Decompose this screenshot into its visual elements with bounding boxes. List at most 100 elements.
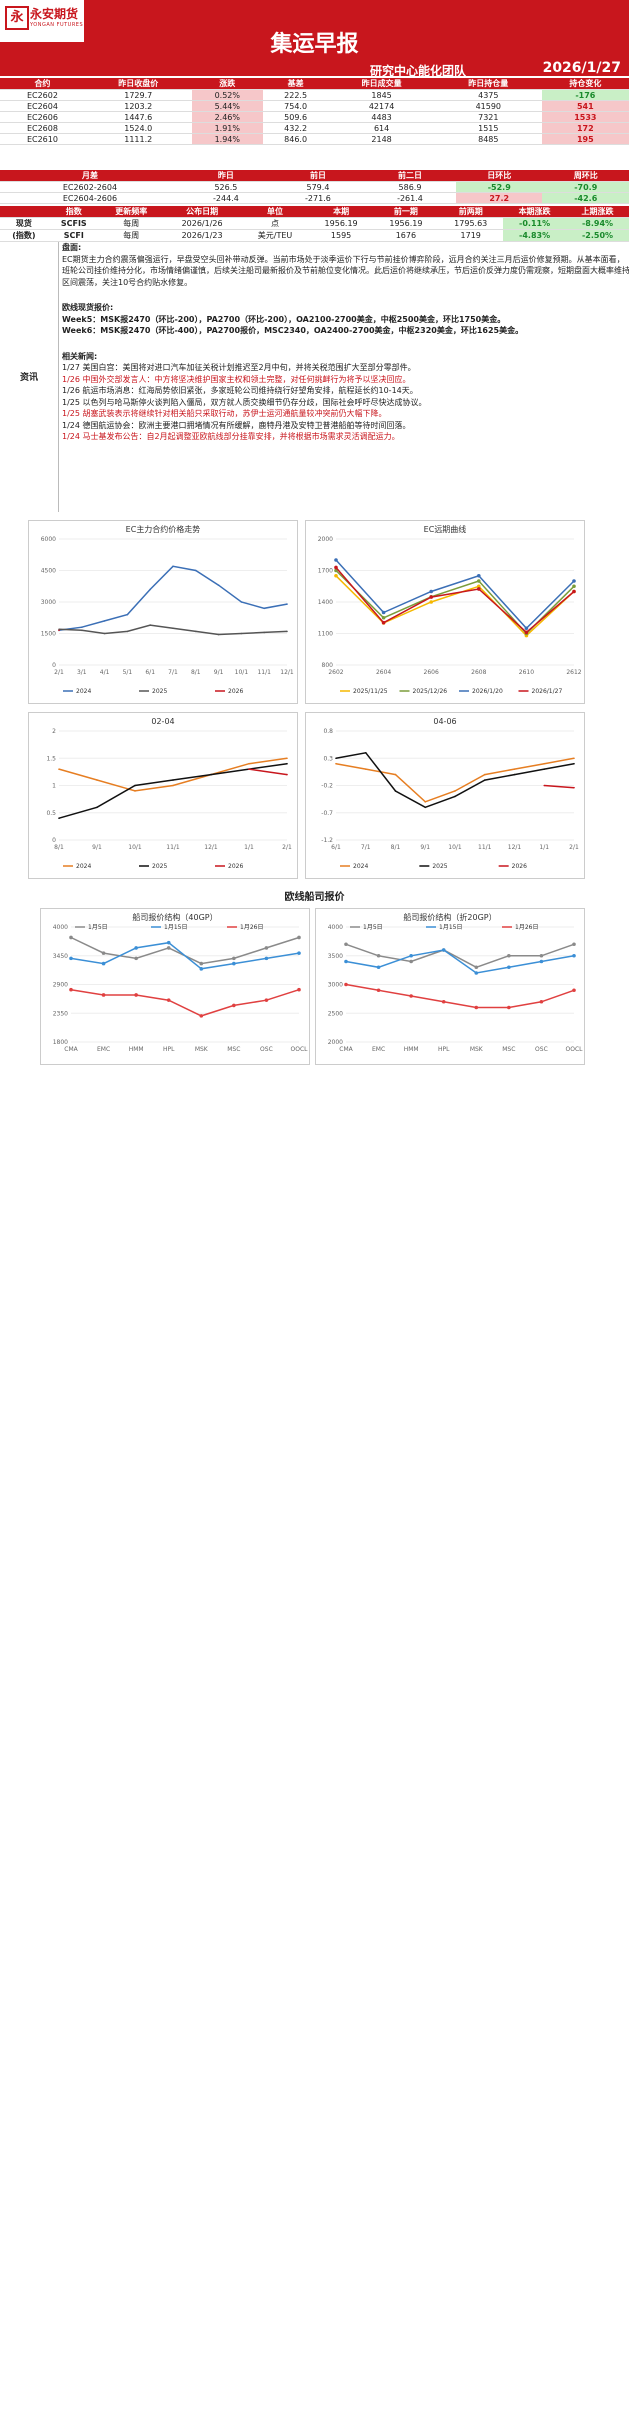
data-point: [429, 595, 433, 599]
y-tick-label: 2: [52, 728, 56, 735]
data-point: [344, 942, 348, 947]
futures-table: 合约 昨日收盘价 涨跌 基差 昨日成交量 昨日持仓量 持仓变化 EC2602 1729.7 0.5…: [0, 78, 629, 145]
data-point: [539, 953, 544, 958]
legend-label: 1月5日: [88, 924, 108, 931]
x-tick-label: OSC: [535, 1046, 548, 1053]
table-cell: 195: [541, 133, 629, 145]
data-point: [166, 998, 171, 1002]
series-line: [335, 575, 575, 637]
table-cell: 846.0: [262, 133, 329, 145]
x-tick-label: 12/1: [280, 669, 294, 676]
data-point: [134, 993, 138, 997]
column-header: 前两期: [438, 206, 504, 218]
data-point: [572, 953, 576, 958]
x-tick-label: 10/1: [235, 669, 249, 676]
x-tick-label: EMC: [97, 1046, 110, 1053]
table-cell: 222.5: [262, 89, 329, 101]
table-row: EC2604 1203.2 5.44% 754.0 42174 41590 541: [0, 100, 629, 112]
table-row: EC2602-2604 526.5 579.4 586.9 -52.9 -70.9: [0, 181, 629, 193]
x-tick-label: OSC: [260, 1046, 273, 1053]
table-cell: -261.4: [363, 192, 456, 204]
table-cell: EC2602-2604: [0, 181, 180, 193]
data-point: [286, 762, 288, 765]
table-row: 现货 SCFIS 每周 2026/1/26 点 1956.19 1956.19 1795.63…: [0, 217, 629, 230]
x-tick-label: HPL: [163, 1046, 175, 1053]
table-cell: EC2610: [0, 133, 85, 145]
legend-label: 2024: [76, 863, 91, 870]
data-point: [364, 752, 367, 754]
data-point: [573, 762, 575, 765]
column-header: 上期涨跌: [566, 206, 629, 218]
table-cell: 586.9: [363, 181, 456, 193]
page-title: 集运早报: [270, 32, 359, 57]
table-cell: 2148: [328, 133, 435, 145]
column-header: 月差: [0, 170, 180, 182]
x-tick-label: 2608: [471, 669, 486, 676]
logo: 永 永安期货 YONGAN FUTURES: [0, 0, 84, 42]
x-tick-label: OOCL: [566, 1046, 584, 1053]
data-point: [409, 994, 413, 998]
data-point: [232, 1003, 236, 1008]
table-header-row: 指数 更新频率 公布日期 单位 本期 前一期 前两期 本期涨跌 上期涨跌: [0, 206, 629, 218]
legend-label: 2026: [512, 863, 527, 870]
data-point: [297, 935, 301, 940]
table-cell: SCFIS: [47, 217, 100, 230]
table-cell: 1845: [328, 89, 435, 101]
data-point: [335, 762, 337, 765]
chart-forward-curve-svg: EC远期曲线 800 1100 1400 1700 2000 2602 2604 2606 260…: [318, 524, 582, 695]
column-header: 涨跌: [191, 78, 263, 90]
legend-label: 2024: [353, 863, 368, 870]
legend-label: 2026: [228, 863, 243, 870]
series-line: [58, 762, 288, 819]
chart-02-04-svg: 02-04 0 0.5 1 1.5 2 8/1 9/1 10/1 11/1 12/1 1/1 2/1 20…: [46, 717, 292, 870]
chart-carrier-40gp-svg: 船司报价结构（40GP） 1800 2350 2900 3450 4000 CMA EMC HM…: [53, 912, 308, 1053]
chart-04-06-svg: 04-06 -1.2 -0.7 -0.2 0.3 0.8 6/1 7/1 8/1 9/1 10/1 1…: [321, 717, 579, 870]
x-tick-label: 6/1: [331, 844, 341, 851]
data-point: [134, 946, 138, 950]
chart-title: EC主力合约价格走势: [126, 524, 201, 534]
table-cell: EC2604: [0, 100, 85, 112]
table-row: EC2608 1524.0 1.91% 432.2 614 1515 172: [0, 122, 629, 134]
data-point: [524, 626, 529, 631]
data-point: [334, 565, 338, 570]
logo-en: YONGAN FUTURES: [30, 22, 84, 28]
table-cell: 每周: [99, 229, 163, 242]
data-point: [134, 956, 138, 961]
data-point: [199, 967, 204, 971]
table-cell: 0.52%: [191, 89, 263, 101]
x-tick-label: 1/1: [244, 844, 254, 851]
legend-label: 2026: [228, 688, 243, 695]
y-tick-label: 1400: [318, 599, 333, 606]
x-tick-label: MSC: [502, 1046, 515, 1053]
data-point: [96, 806, 98, 809]
legend-label: 1月26日: [515, 924, 538, 931]
legend-label: 1月15日: [439, 924, 462, 931]
y-tick-label: 6000: [41, 536, 56, 543]
table-cell: 1524.0: [84, 122, 192, 134]
column-header: [0, 206, 48, 218]
table-cell: 172: [541, 122, 629, 134]
data-point: [572, 942, 576, 947]
chart-title: 04-06: [433, 717, 456, 726]
y-tick-label: 3000: [328, 982, 343, 989]
team-name: 研究中心能化团队: [370, 64, 467, 78]
table-cell: 1111.2: [84, 133, 192, 145]
column-header: 本期涨跌: [503, 206, 567, 218]
series-line: [335, 751, 575, 809]
data-point: [513, 768, 516, 770]
data-point: [364, 768, 367, 770]
table-cell: -52.9: [456, 181, 543, 193]
data-point: [424, 801, 427, 803]
series-line: [335, 559, 575, 630]
y-tick-label: 2350: [53, 1010, 68, 1017]
table-cell: -271.6: [271, 192, 364, 204]
data-point: [81, 626, 83, 628]
data-point: [454, 795, 456, 798]
x-tick-label: HMM: [129, 1046, 144, 1053]
data-point: [376, 953, 381, 958]
table-cell: 41590: [434, 100, 542, 112]
table-cell: 579.4: [271, 181, 364, 193]
chart-ec-main-svg: EC主力合约价格走势 0 1500 3000 4500 6000 2/1 3/1 4/1 5/1 6…: [41, 524, 294, 695]
y-tick-label: 1100: [318, 631, 333, 638]
news-item: 1/25 胡塞武装表示将继续针对相关船只采取行动，苏伊士运河通航量较冲突前仍大幅…: [62, 409, 387, 418]
